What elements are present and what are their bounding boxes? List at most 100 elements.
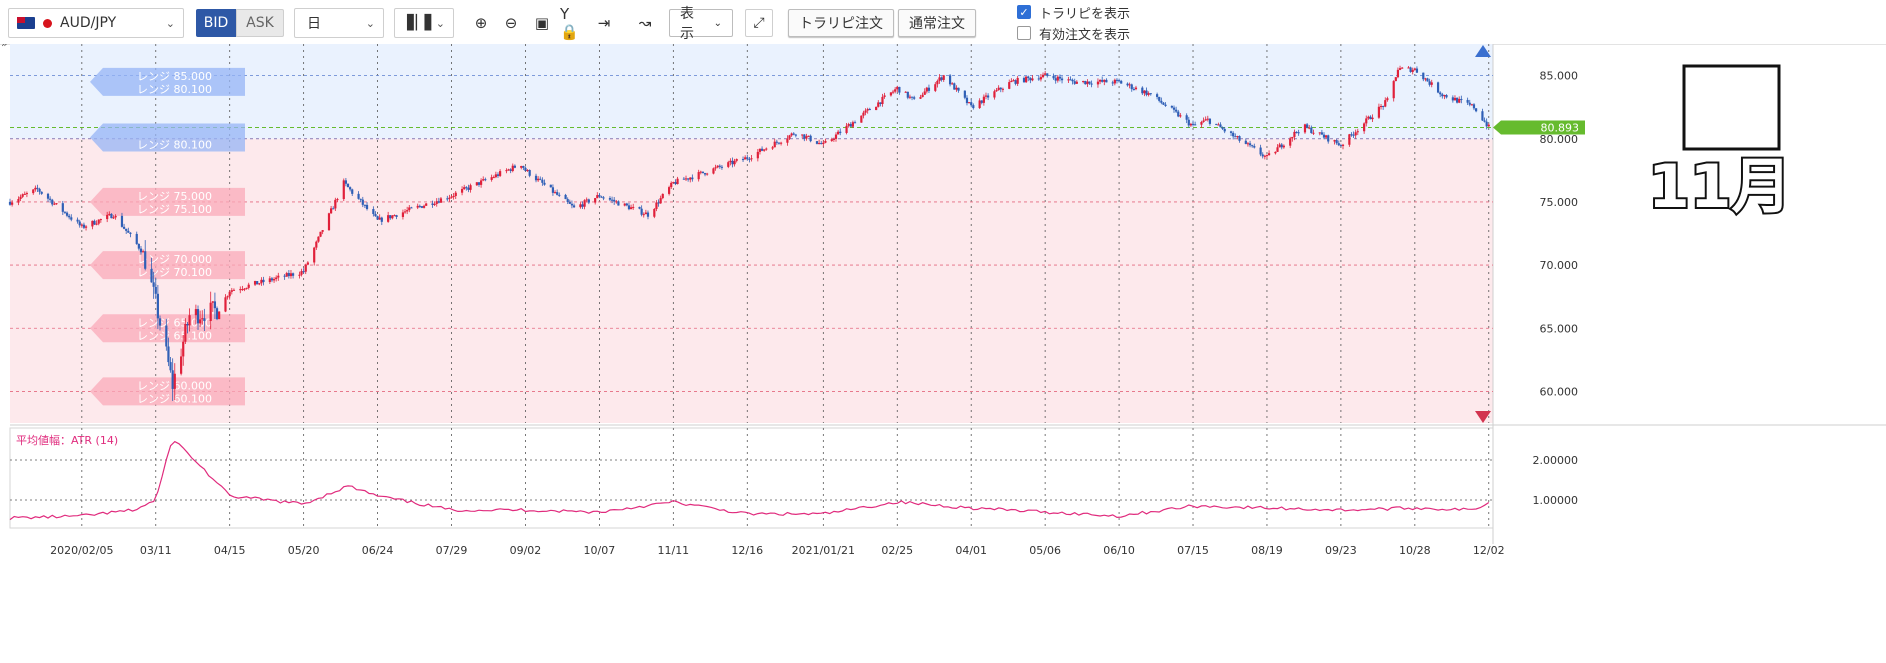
range-label-bottom: レンジ 80.100 (137, 83, 212, 96)
candle-body (450, 196, 453, 198)
candle-body (61, 203, 64, 212)
candle-body (1244, 140, 1247, 144)
symbol-select[interactable]: AUD/JPY ⌄ (8, 8, 184, 38)
candle-body (638, 206, 641, 209)
candle-body (452, 196, 455, 198)
candle-body (1232, 132, 1235, 137)
indicator-icon[interactable]: ↝ (638, 14, 652, 32)
show-active-label: 有効注文を表示 (1039, 27, 1131, 43)
candle-body (528, 170, 531, 176)
candle-body (239, 289, 242, 291)
candle-body (551, 187, 555, 193)
fit-screen-icon[interactable]: ▣ (534, 14, 550, 32)
candle-body (1394, 77, 1397, 82)
candle-body (1371, 117, 1374, 120)
candle-body (1428, 81, 1431, 85)
candle-body (11, 202, 14, 205)
candle-body (1010, 80, 1013, 83)
candle-body (851, 122, 855, 127)
normal-order-button[interactable]: 通常注文 (898, 9, 976, 37)
candle-body (1149, 93, 1152, 95)
candle-body (1386, 98, 1389, 101)
show-trap-checkbox[interactable]: ✓ トラリピを表示 (1017, 3, 1130, 22)
candle-body (746, 157, 749, 159)
ask-button[interactable]: ASK (236, 9, 284, 37)
display-menu[interactable]: 表示 ⌄ (669, 6, 733, 42)
period-select[interactable]: 日 ⌄ (294, 8, 384, 38)
scroll-to-latest-icon[interactable]: ⇥ (597, 14, 611, 32)
candle-body (674, 182, 677, 185)
candle-body (758, 148, 762, 152)
candle-body (327, 213, 331, 231)
candle-body (435, 201, 438, 204)
candle-body (1215, 123, 1218, 125)
candle-body (291, 273, 295, 276)
candle-body (594, 198, 597, 203)
candle-body (51, 199, 54, 205)
candle-body (587, 199, 590, 203)
candle-body (1396, 69, 1400, 78)
candle-body (258, 283, 261, 285)
candle-body (748, 158, 751, 160)
expand-icon[interactable]: ⤢ (745, 9, 773, 37)
candle-body (304, 264, 307, 272)
candle-body (653, 208, 656, 217)
candle-body (1128, 84, 1131, 86)
x-tick-label: 09/02 (510, 544, 542, 557)
candle-body (1472, 104, 1476, 109)
candle-body (1407, 67, 1410, 69)
candle-body (881, 96, 884, 105)
candle-body (908, 96, 912, 98)
candle-body (332, 208, 335, 210)
candle-body (1170, 105, 1173, 108)
bid-button[interactable]: BID (196, 9, 236, 37)
candle-body (1194, 124, 1197, 126)
candle-body (940, 77, 943, 80)
zoom-out-icon[interactable]: ⊖ (504, 14, 518, 32)
symbol-label: AUD/JPY (60, 15, 117, 31)
range-label-top: レンジ 70.000 (137, 253, 212, 266)
y-axis-lock-icon[interactable]: Y🔒 (560, 5, 579, 41)
candle-body (1466, 99, 1469, 103)
candle-body (1325, 135, 1328, 138)
x-tick-label: 11/11 (657, 544, 689, 557)
candle-body (553, 192, 557, 194)
candle-body (247, 284, 250, 288)
candle-body (95, 223, 98, 225)
candle-body (676, 178, 679, 185)
candle-body (1276, 147, 1279, 152)
candle-body (1001, 88, 1004, 90)
checkbox-unchecked-icon (1017, 26, 1031, 40)
trap-repeat-order-button[interactable]: トラリピ注文 (788, 9, 894, 37)
candle-body (387, 215, 390, 222)
show-active-orders-checkbox[interactable]: 有効注文を表示 (1017, 24, 1131, 43)
candle-body (378, 217, 381, 220)
candle-body (731, 160, 734, 165)
candle-body (786, 138, 789, 143)
candle-body (1200, 122, 1203, 125)
candle-body (215, 308, 219, 320)
candle-body (460, 188, 464, 193)
collapse-icon: » (1, 44, 8, 50)
candle-body (923, 91, 926, 95)
candle-body (260, 279, 263, 284)
candle-body (668, 187, 671, 194)
candle-body (999, 87, 1002, 90)
zoom-in-icon[interactable]: ⊕ (474, 14, 488, 32)
candle-body (1291, 136, 1294, 139)
candle-body (152, 282, 155, 287)
candle-body (439, 198, 443, 203)
candle-body (820, 143, 823, 145)
candle-body (951, 83, 954, 85)
candle-body (1204, 119, 1207, 121)
candle-body (763, 149, 766, 151)
candle-body (1025, 76, 1028, 83)
candle-body (361, 199, 364, 205)
chart-type-select[interactable]: ▋▏▋ ⌄ (394, 8, 454, 38)
x-tick-label: 07/15 (1177, 544, 1209, 557)
candle-body (691, 177, 694, 180)
candle-body (342, 180, 345, 200)
candle-body (1424, 78, 1427, 80)
candle-body (1310, 127, 1313, 134)
